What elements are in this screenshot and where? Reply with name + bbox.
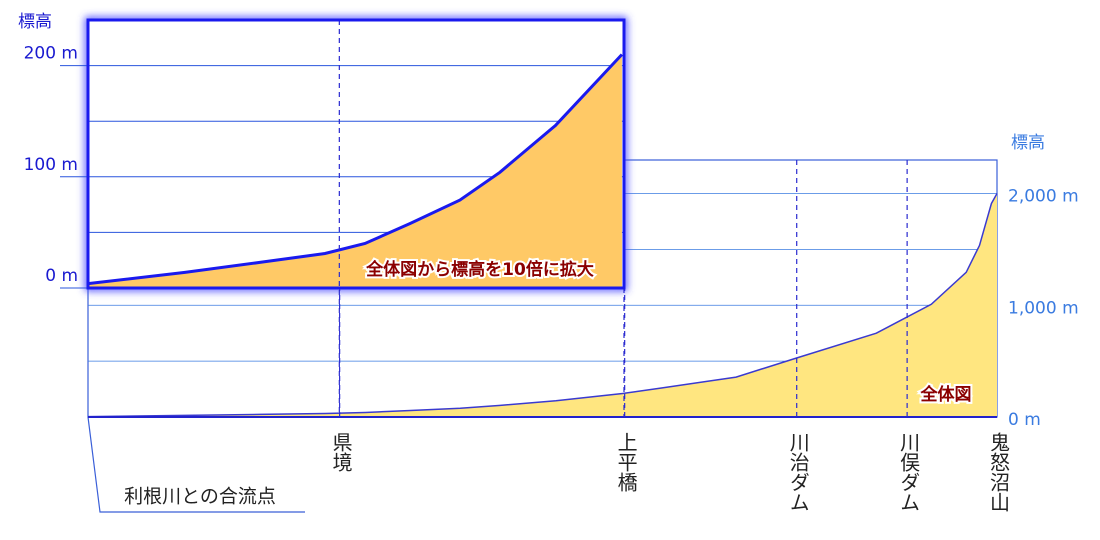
origin-leader bbox=[87, 416, 305, 513]
inset-y-tick-label: 200 m bbox=[24, 44, 78, 64]
area bbox=[88, 193, 997, 417]
inset-y-tick-label: 0 m bbox=[45, 266, 78, 286]
profile-line bbox=[87, 193, 998, 418]
marker-label: 上平橋 bbox=[614, 432, 638, 493]
y-tick-label: 1,000 m bbox=[1008, 298, 1079, 318]
inset-label: 全体図から標高を10倍に拡大 bbox=[365, 259, 594, 280]
inset-y-axis-title: 標高 bbox=[18, 12, 52, 32]
marker-label: 鬼怒沼山 bbox=[987, 432, 1011, 512]
marker-label: 川治ダム bbox=[786, 432, 810, 512]
y-axis-title: 標高 bbox=[1011, 133, 1045, 153]
origin-label: 利根川との合流点 bbox=[124, 486, 276, 508]
area bbox=[88, 54, 622, 288]
inset-y-tick-label: 100 m bbox=[24, 155, 78, 175]
marker-label: 県境 bbox=[329, 432, 353, 472]
marker-label: 川俣ダム bbox=[897, 432, 921, 512]
chart-label: 全体図 bbox=[920, 384, 972, 405]
y-tick-label: 2,000 m bbox=[1008, 187, 1079, 207]
y-tick-label: 0 m bbox=[1008, 410, 1041, 430]
inset-border bbox=[86, 18, 626, 290]
profile-line bbox=[87, 53, 623, 286]
